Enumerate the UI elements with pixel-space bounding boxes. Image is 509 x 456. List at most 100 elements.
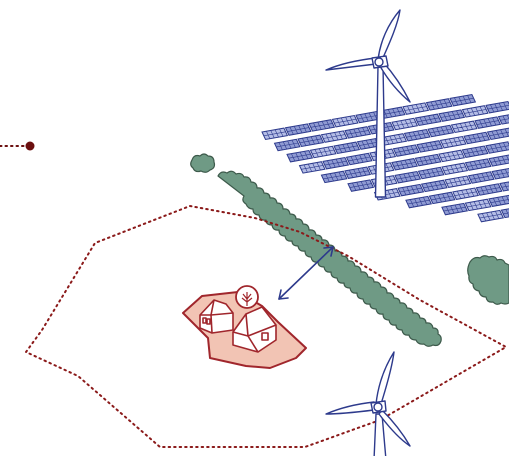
solar-panel-face — [497, 114, 509, 125]
solar-panel-icon — [461, 145, 489, 158]
solar-panel-icon — [449, 93, 477, 107]
solar-panel-cells — [423, 180, 446, 191]
solar-panel-cells — [479, 211, 502, 222]
hedgerow-icon — [190, 153, 509, 347]
solar-panel-cells — [493, 168, 509, 179]
solar-panel-cells — [276, 139, 299, 151]
solar-panel-icon — [444, 175, 472, 188]
solar-panel-cells — [407, 197, 430, 208]
solar-panel-cells — [357, 111, 380, 123]
solar-panel-cells — [393, 118, 416, 130]
solar-panel-cells — [465, 132, 488, 144]
solar-panel-icon — [488, 194, 509, 207]
solar-panel-cells — [464, 146, 487, 157]
turbine-hub — [374, 57, 384, 67]
solar-panel-icon — [347, 179, 375, 192]
solar-panel-cells — [323, 131, 346, 142]
solar-panel-cells — [301, 162, 324, 173]
wind-turbine-icon — [325, 351, 411, 456]
solar-panel-icon — [403, 128, 431, 142]
solar-panel-icon — [344, 166, 372, 179]
solar-panel-cells — [443, 163, 466, 174]
solar-panel-icon — [475, 183, 503, 196]
solar-panel-cells — [404, 103, 427, 114]
solar-panel-cells — [453, 121, 476, 132]
solar-panel-icon — [441, 162, 469, 176]
solar-panel-icon — [461, 105, 489, 118]
turbine-blade — [378, 409, 411, 447]
solar-panel-cells — [443, 204, 466, 215]
solar-panel-cells — [451, 95, 474, 106]
solar-panel-face — [500, 208, 509, 219]
solar-panel-icon — [308, 119, 336, 132]
solar-panel-cells — [418, 141, 441, 152]
solar-panel-cells — [310, 120, 333, 131]
solar-panel-cells — [346, 127, 369, 138]
solar-panel-icon — [320, 170, 348, 184]
solar-panel-icon — [467, 171, 495, 184]
solar-panel-cells — [501, 181, 509, 191]
solar-panel-cells — [382, 134, 405, 145]
solar-panel-cells — [478, 184, 501, 195]
solar-panel-icon — [485, 141, 509, 154]
solar-panel-cells — [490, 195, 509, 206]
solar-panel-cells — [334, 116, 357, 127]
solar-panel-cells — [487, 142, 509, 153]
solar-panel-icon — [485, 100, 509, 114]
solar-panel-cells — [287, 124, 310, 135]
turbine-blade — [375, 351, 395, 405]
solar-panel-icon — [463, 131, 491, 145]
solar-panel-cells — [440, 110, 463, 121]
solar-panel-cells — [346, 167, 369, 178]
tree-icon — [235, 285, 259, 309]
solar-panel-icon — [344, 126, 372, 139]
hedge-segment-right — [467, 255, 509, 305]
solar-panel-cells — [348, 153, 371, 165]
solar-panel-icon — [298, 161, 326, 174]
hedge-segment-small — [190, 153, 216, 173]
solar-panel-icon — [297, 134, 325, 148]
solar-panel-icon — [464, 198, 492, 212]
solar-panel-icon — [474, 116, 502, 129]
solar-panel-icon — [425, 98, 453, 111]
solar-panel-cells — [454, 188, 477, 199]
solar-panel-icon — [331, 114, 359, 128]
callout-leader — [0, 141, 35, 151]
solar-panel-icon — [284, 123, 312, 136]
solar-panel-cells — [446, 176, 469, 187]
solar-panel-cells — [489, 128, 509, 139]
solar-panel-cells — [417, 155, 440, 166]
solar-panel-icon — [427, 124, 455, 138]
solar-panel-icon — [394, 170, 422, 184]
turbine-blade — [379, 61, 411, 103]
solar-panel-cells — [263, 128, 286, 139]
solar-panel-cells — [487, 102, 509, 113]
turbine-tower — [374, 65, 387, 198]
solar-panel-icon — [391, 158, 419, 171]
solar-panel-icon — [333, 141, 361, 155]
solar-panel-cells — [490, 155, 509, 166]
solar-panel-cells — [349, 180, 372, 191]
solar-panel-icon — [414, 113, 442, 127]
solar-panel-icon — [477, 209, 505, 223]
farmstead-icon — [182, 285, 307, 369]
solar-panel-icon — [416, 140, 444, 153]
solar-panel-icon — [428, 191, 456, 205]
solar-panel-face — [486, 127, 509, 141]
solar-panel-cells — [467, 159, 490, 170]
solar-panel-icon — [345, 152, 373, 166]
solar-panel-cells — [324, 158, 347, 169]
house-large — [232, 306, 277, 353]
solar-panel-cells — [470, 172, 493, 183]
solar-panel-cells — [396, 172, 419, 183]
wind-turbine-icon — [325, 9, 411, 198]
solar-panel-cells — [431, 192, 454, 203]
solar-panel-cells — [335, 142, 358, 153]
solar-panel-icon — [491, 167, 509, 180]
solar-panel-icon — [500, 208, 509, 219]
solar-panel-icon — [309, 145, 337, 159]
turbine-hub — [373, 402, 383, 412]
solar-panel-cells — [395, 145, 418, 156]
